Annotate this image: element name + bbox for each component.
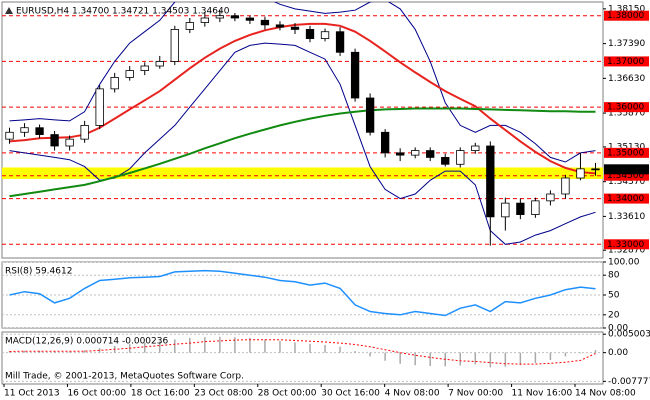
price-label: 1.34640: [607, 165, 644, 175]
rsi-line: [9, 269, 596, 317]
candle-body: [591, 168, 600, 171]
y-tick-label: 1.35870: [608, 109, 645, 119]
panel-title: EURUSD,H4 1.34700 1.34721 1.34503 1.3464…: [16, 7, 230, 17]
panel-title: RSI(8) 59.4612: [5, 267, 72, 277]
signal-line: [9, 339, 596, 365]
y-tick-label: 0.005003: [608, 330, 650, 340]
candle-body: [501, 202, 510, 218]
candle-body: [561, 177, 570, 195]
support-zone: [2, 167, 603, 179]
level-label: 1.35000: [607, 148, 644, 158]
x-tick-label: 7 Nov 00:00: [448, 389, 503, 399]
candle-body: [170, 29, 179, 62]
candle-body: [335, 31, 345, 53]
y-tick-label: 1.33610: [608, 212, 645, 222]
x-tick-label: 4 Nov 08:00: [385, 389, 440, 399]
candle-body: [80, 125, 89, 140]
candle-body: [441, 157, 450, 165]
level-label-bg: [604, 193, 649, 204]
level-label: 1.36000: [607, 103, 644, 113]
candle-body: [35, 127, 44, 135]
y-tick-label: -0.007777: [608, 377, 650, 387]
y-tick-label: 1.34370: [608, 177, 645, 187]
level-label-bg: [604, 170, 649, 181]
level-label: 1.34000: [607, 194, 644, 204]
candle-body: [426, 150, 435, 158]
x-tick-label: 11 Oct 2013: [4, 389, 60, 399]
candle-body: [411, 150, 420, 156]
symbol-icon: [5, 7, 13, 14]
price-label-bg: [604, 164, 649, 175]
candle-body: [110, 77, 119, 90]
candle-body: [155, 61, 164, 67]
plot-area: [2, 333, 603, 382]
candle-body: [65, 138, 74, 147]
candle-body: [320, 31, 330, 39]
y-tick-label: 50: [608, 291, 620, 301]
candle-body: [5, 131, 14, 140]
level-label-bg: [604, 147, 649, 158]
candle-body: [140, 65, 149, 71]
candle-body: [215, 15, 225, 19]
x-tick-label: 14 Nov 08:00: [575, 389, 636, 399]
candle-body: [125, 70, 134, 78]
candle-body: [290, 26, 300, 30]
panel-frame: [1, 1, 604, 259]
candle-body: [20, 127, 29, 133]
candle-body: [486, 145, 495, 218]
candle-body: [546, 193, 555, 202]
candle-body: [260, 19, 270, 26]
plot-area: [2, 2, 603, 246]
panel-frame: [1, 331, 604, 385]
y-tick-label: 1.32870: [608, 246, 645, 256]
y-tick-label: 1.35130: [608, 142, 645, 152]
candle-body: [230, 15, 240, 19]
candle-body: [471, 145, 480, 151]
footer: Mill Trade, © 2001-2013, MetaQuotes Soft…: [5, 372, 244, 382]
indicator-line: [9, 22, 596, 175]
y-tick-label: 0.00: [608, 348, 628, 358]
level-label-bg: [604, 10, 649, 21]
level-label: 1.34500: [607, 171, 644, 181]
candle-body: [396, 152, 405, 156]
level-label: 1.38000: [607, 11, 644, 21]
indicator-line: [9, 107, 596, 198]
level-label: 1.33000: [607, 240, 644, 250]
candle-body: [305, 29, 315, 39]
x-tick-label: 18 Oct 16:00: [131, 389, 190, 399]
y-tick-label: 80: [608, 271, 620, 281]
y-tick-label: 1.37390: [608, 39, 645, 49]
x-tick-label: 23 Oct 08:00: [194, 389, 253, 399]
candle-body: [185, 22, 194, 30]
candle-body: [245, 17, 255, 21]
x-tick-label: 30 Oct 16:00: [321, 389, 380, 399]
candle-body: [95, 88, 104, 126]
candle-body: [516, 202, 525, 215]
x-tick-label: 16 Oct 00:00: [67, 389, 126, 399]
y-tick-label: 20: [608, 310, 620, 320]
y-tick-label: 0.00: [608, 324, 628, 334]
candle-body: [275, 24, 285, 28]
level-label: 1.37000: [607, 57, 644, 67]
candle-body: [200, 17, 209, 23]
level-label-bg: [604, 56, 649, 67]
candle-body: [456, 150, 465, 165]
candle-body: [576, 168, 585, 179]
candle-body: [531, 200, 540, 215]
x-tick-label: 28 Oct 00:00: [258, 389, 317, 399]
x-tick-label: 11 Nov 16:00: [512, 389, 573, 399]
candle-body: [365, 97, 375, 133]
candle-body: [380, 131, 390, 154]
panel-title: MACD(12,26,9) 0.000714 -0.000236: [5, 337, 168, 347]
y-tick-label: 1.38150: [608, 4, 645, 14]
candle-body: [50, 134, 59, 147]
plot-area: [2, 262, 603, 328]
y-tick-label: 100.00: [608, 258, 640, 268]
candle-body: [350, 51, 360, 99]
level-label-bg: [604, 239, 649, 250]
level-label-bg: [604, 102, 649, 113]
y-tick-label: 1.36630: [608, 74, 645, 84]
